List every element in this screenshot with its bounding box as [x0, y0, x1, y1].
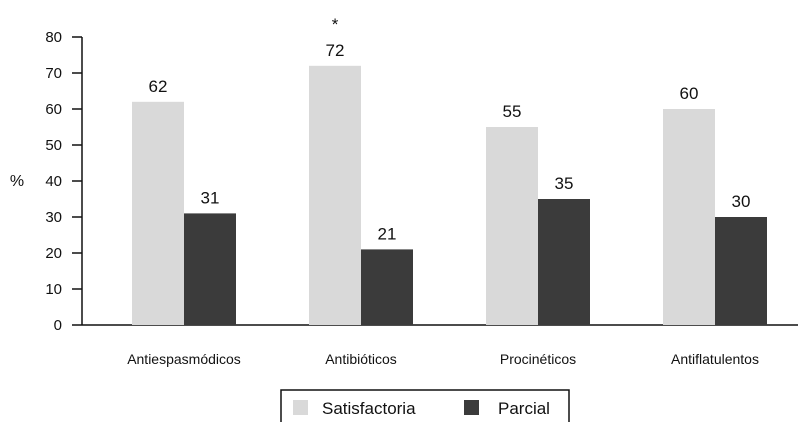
y-tick-label: 0 — [54, 317, 62, 334]
y-tick-label: 80 — [45, 29, 62, 46]
bar-parcial-3 — [538, 199, 590, 325]
y-tick-label: 40 — [45, 173, 62, 190]
category-labels: Antiespasmódicos Antibióticos Procinéticos… — [127, 351, 759, 367]
legend-swatch-satisfactoria — [293, 400, 308, 415]
x-category-label: Procinéticos — [500, 351, 576, 367]
legend-box — [280, 389, 570, 422]
bar-satisfactoria-3 — [486, 127, 538, 325]
y-tick-label: 70 — [45, 65, 62, 82]
bar-parcial-4 — [715, 217, 767, 325]
y-axis-label: % — [10, 173, 24, 190]
bar-parcial-1 — [184, 213, 236, 325]
y-tick-label: 30 — [45, 209, 62, 226]
bars: 62 31 72 21 55 35 60 30 * — [132, 15, 767, 326]
bar-satisfactoria-1 — [132, 101, 184, 325]
x-category-label: Antibióticos — [325, 351, 397, 367]
y-tick-label: 60 — [45, 101, 62, 118]
data-label: 62 — [149, 77, 168, 96]
data-label: 31 — [201, 188, 220, 207]
data-label: 60 — [680, 84, 699, 103]
y-tick-label: 10 — [45, 281, 62, 298]
data-label: 30 — [732, 192, 751, 211]
data-label: 35 — [555, 174, 574, 193]
bar-parcial-2 — [361, 249, 413, 325]
legend: Satisfactoria Parcial — [280, 389, 570, 422]
y-tick-label: 50 — [45, 137, 62, 154]
data-label: 72 — [326, 41, 345, 60]
data-label: 55 — [503, 102, 522, 121]
bar-satisfactoria-4 — [663, 109, 715, 325]
legend-label-parcial: Parcial — [498, 399, 550, 418]
x-category-label: Antiflatulentos — [671, 351, 759, 367]
significance-asterisk: * — [332, 15, 339, 34]
bar-satisfactoria-2 — [309, 65, 361, 326]
x-category-label: Antiespasmódicos — [127, 351, 241, 367]
legend-label-satisfactoria: Satisfactoria — [322, 399, 416, 418]
data-label: 21 — [378, 224, 397, 243]
y-ticks: 0 10 20 30 40 50 60 70 80 — [45, 29, 82, 334]
y-tick-label: 20 — [45, 245, 62, 262]
legend-swatch-parcial — [464, 400, 479, 415]
